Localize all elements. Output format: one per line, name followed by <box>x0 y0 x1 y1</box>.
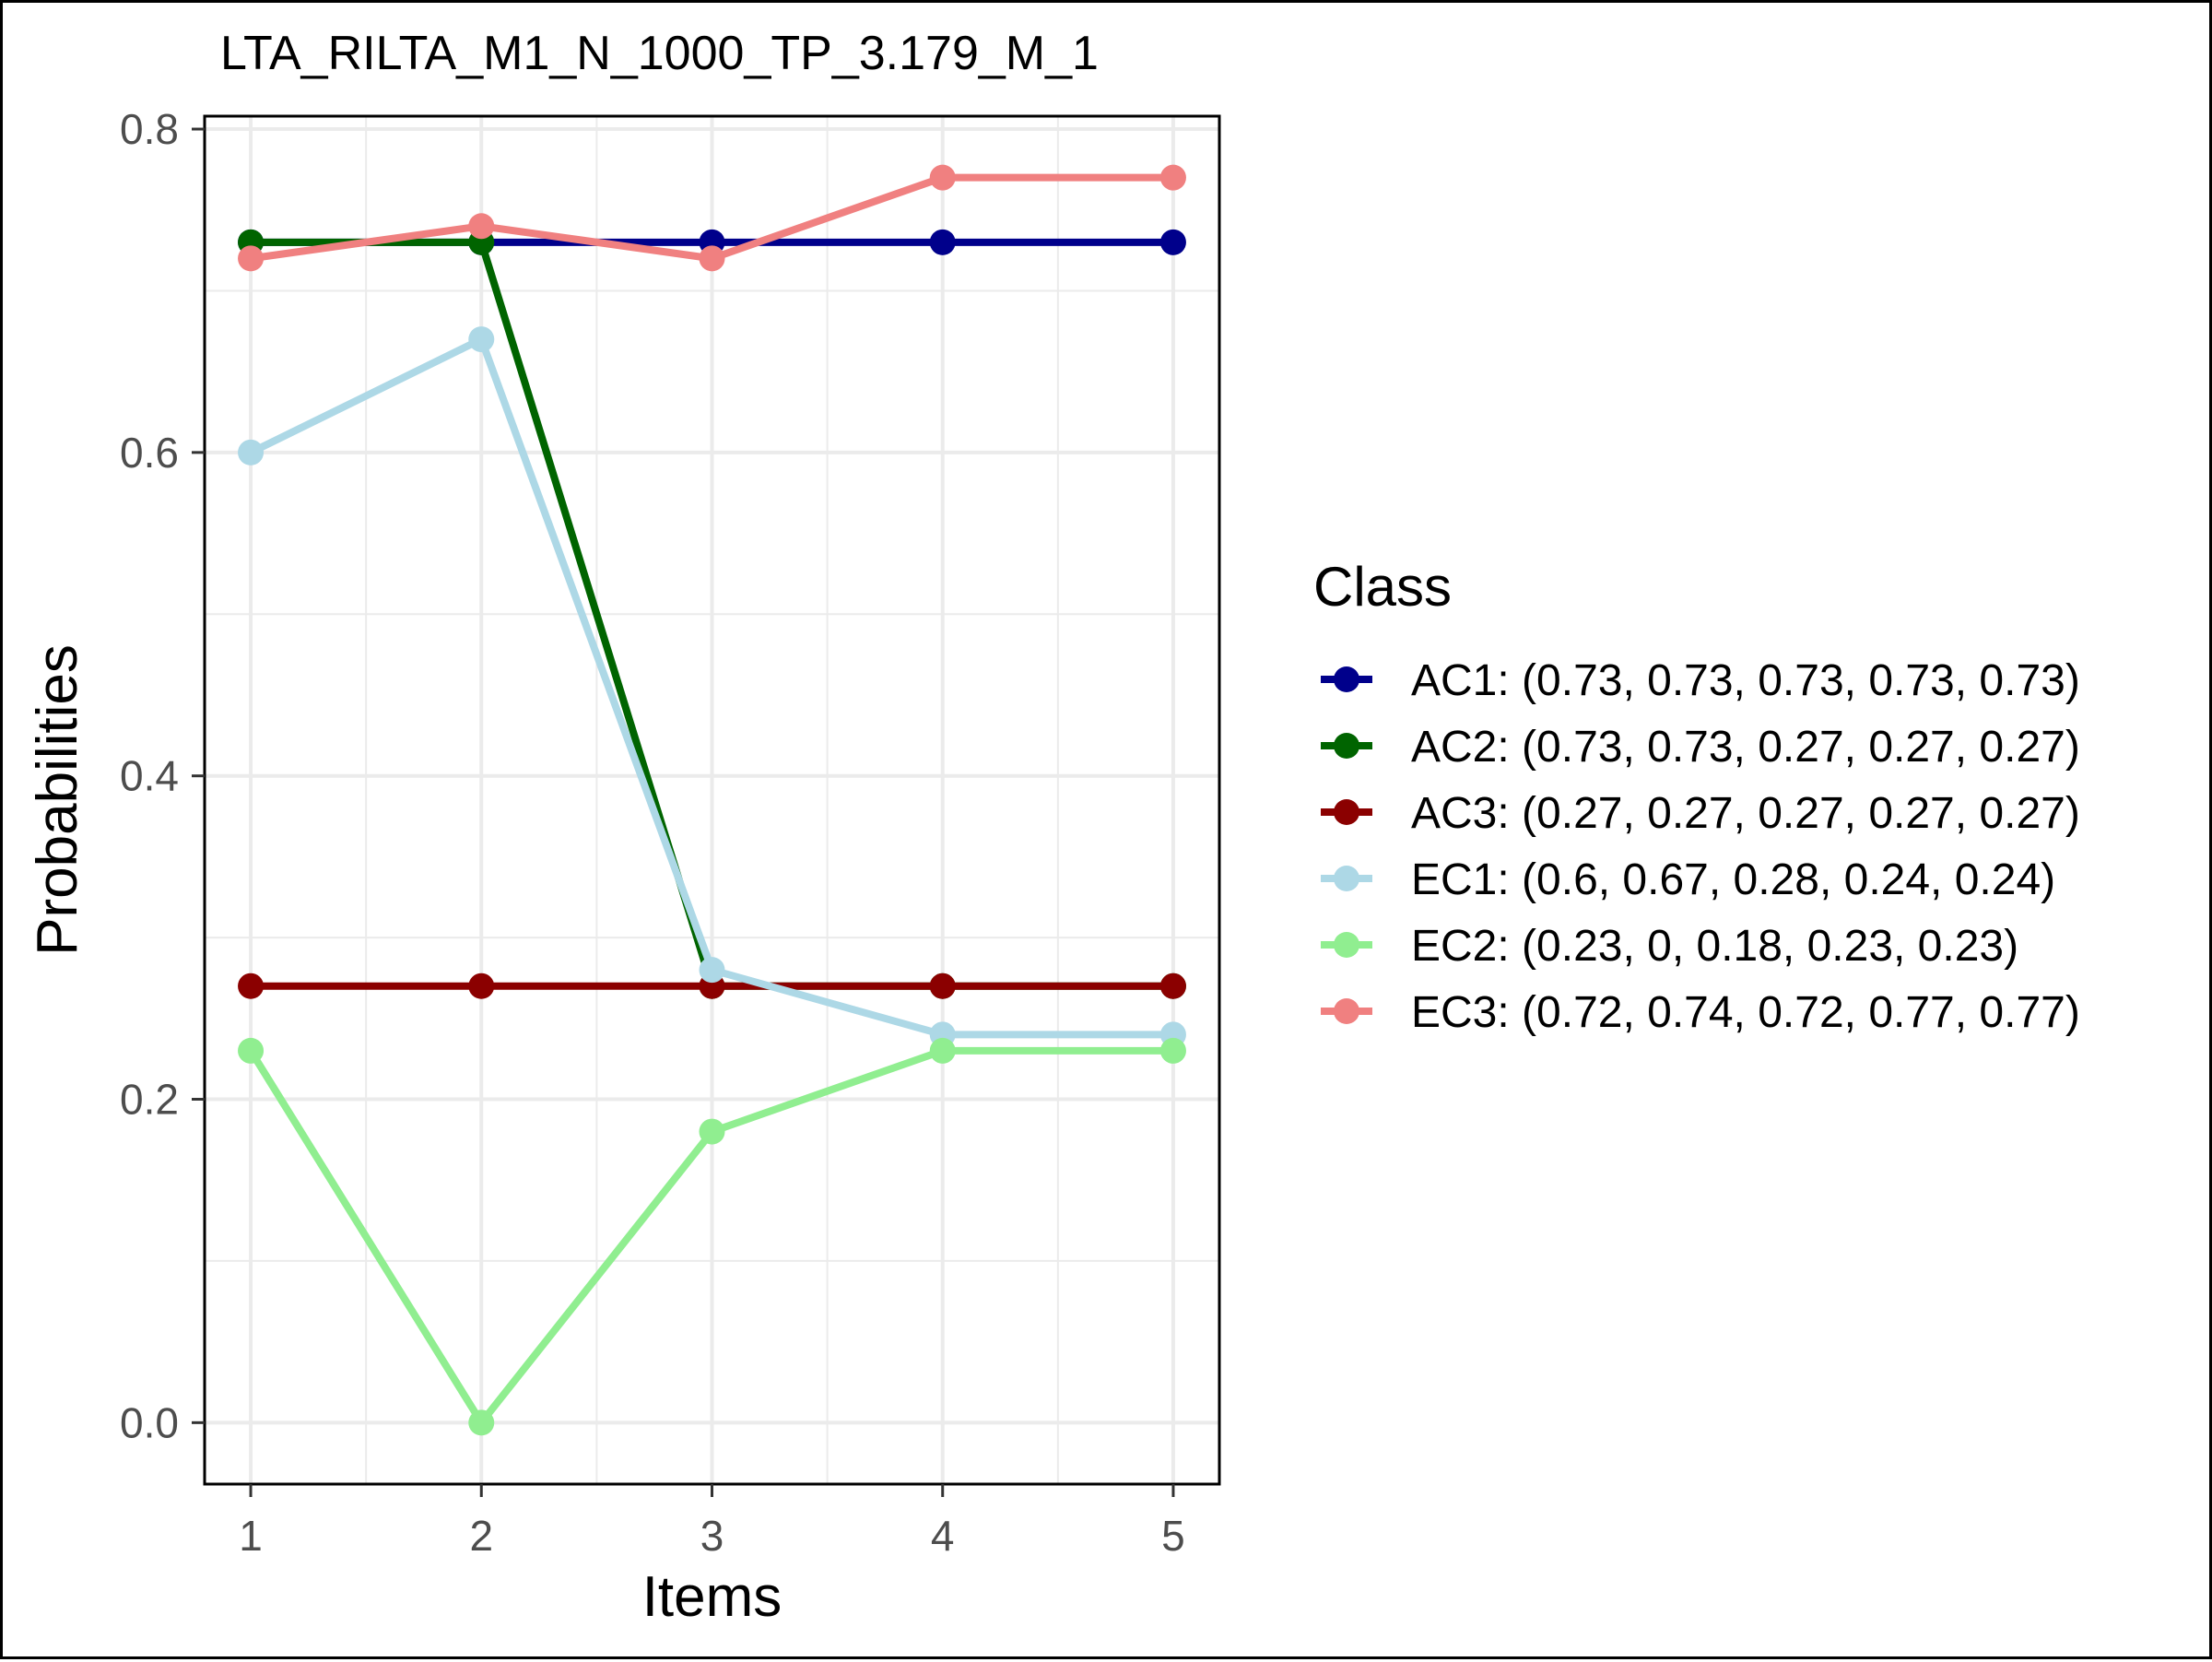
legend-title: Class <box>1313 556 1452 618</box>
data-point-EC3 <box>929 164 956 191</box>
legend-label: AC2: (0.73, 0.73, 0.27, 0.27, 0.27) <box>1411 723 2080 772</box>
x-axis-title: Items <box>642 1565 782 1629</box>
line-chart: LTA_RILTA_M1_N_1000_TP_3.179_M_1 1 2 3 4 5 0.… <box>26 27 2080 1629</box>
y-tick-label: 0.6 <box>120 429 179 477</box>
data-point-AC3 <box>1159 972 1186 999</box>
x-tick-label: 2 <box>469 1512 493 1560</box>
legend: Class AC1: (0.73, 0.73, 0.73, 0.73, 0.73… <box>1313 556 2080 1037</box>
data-point-AC3 <box>238 972 265 999</box>
y-tick-label: 0.4 <box>120 752 179 800</box>
tick-layer: 1 2 3 4 5 0.0 0.2 0.4 0.6 0.8 <box>120 105 1185 1560</box>
chart-title: LTA_RILTA_M1_N_1000_TP_3.179_M_1 <box>220 27 1099 80</box>
x-tick-label: 5 <box>1161 1512 1185 1560</box>
legend-item-AC3: AC3: (0.27, 0.27, 0.27, 0.27, 0.27) <box>1321 789 2080 838</box>
data-point-EC1 <box>699 957 725 984</box>
data-point-AC3 <box>929 972 956 999</box>
data-point-EC1 <box>468 326 495 353</box>
data-point-AC3 <box>468 972 495 999</box>
data-point-EC2 <box>929 1037 956 1064</box>
x-tick-label: 4 <box>931 1512 955 1560</box>
data-point-EC3 <box>468 213 495 240</box>
y-tick-label: 0.0 <box>120 1398 179 1446</box>
series-EC2 <box>238 1037 1186 1436</box>
data-point-AC1 <box>929 229 956 255</box>
grid <box>205 116 1219 1484</box>
legend-label: AC1: (0.73, 0.73, 0.73, 0.73, 0.73) <box>1411 656 2080 705</box>
series-layer <box>238 164 1186 1436</box>
data-point-EC3 <box>699 245 725 272</box>
legend-key-point <box>1334 799 1359 825</box>
legend-key-point <box>1334 932 1359 958</box>
legend-item-EC3: EC3: (0.72, 0.74, 0.72, 0.77, 0.77) <box>1321 988 2080 1037</box>
series-EC3 <box>238 164 1186 272</box>
legend-key-point <box>1334 666 1359 692</box>
legend-item-EC1: EC1: (0.6, 0.67, 0.28, 0.24, 0.24) <box>1321 855 2055 904</box>
legend-label: AC3: (0.27, 0.27, 0.27, 0.27, 0.27) <box>1411 789 2080 838</box>
data-point-EC2 <box>238 1037 265 1064</box>
data-point-EC3 <box>238 245 265 272</box>
legend-item-AC1: AC1: (0.73, 0.73, 0.73, 0.73, 0.73) <box>1321 656 2080 705</box>
legend-label: EC1: (0.6, 0.67, 0.28, 0.24, 0.24) <box>1411 855 2055 904</box>
x-tick-label: 1 <box>239 1512 263 1560</box>
x-tick-label: 3 <box>700 1512 724 1560</box>
legend-key-point <box>1334 998 1359 1024</box>
data-point-EC2 <box>468 1409 495 1436</box>
data-point-EC3 <box>1159 164 1186 191</box>
series-AC3 <box>238 972 1186 999</box>
legend-item-AC2: AC2: (0.73, 0.73, 0.27, 0.27, 0.27) <box>1321 723 2080 772</box>
legend-label: EC3: (0.72, 0.74, 0.72, 0.77, 0.77) <box>1411 988 2080 1037</box>
y-tick-label: 0.2 <box>120 1076 179 1124</box>
data-point-EC2 <box>1159 1037 1186 1064</box>
y-tick-label: 0.8 <box>120 105 179 153</box>
legend-label: EC2: (0.23, 0, 0.18, 0.23, 0.23) <box>1411 922 2018 971</box>
legend-key-point <box>1334 733 1359 759</box>
legend-key-point <box>1334 866 1359 891</box>
data-point-EC2 <box>699 1118 725 1145</box>
y-axis-title: Probabilities <box>26 644 89 956</box>
data-point-EC1 <box>238 439 265 466</box>
legend-item-EC2: EC2: (0.23, 0, 0.18, 0.23, 0.23) <box>1321 922 2018 971</box>
data-point-AC1 <box>1159 229 1186 255</box>
